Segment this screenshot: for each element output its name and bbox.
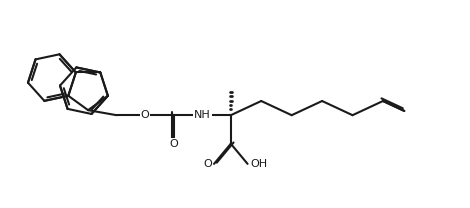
Text: OH: OH xyxy=(250,159,267,169)
Text: NH: NH xyxy=(194,110,211,120)
Text: O: O xyxy=(203,159,212,169)
Text: O: O xyxy=(169,139,178,149)
Text: O: O xyxy=(141,110,149,120)
